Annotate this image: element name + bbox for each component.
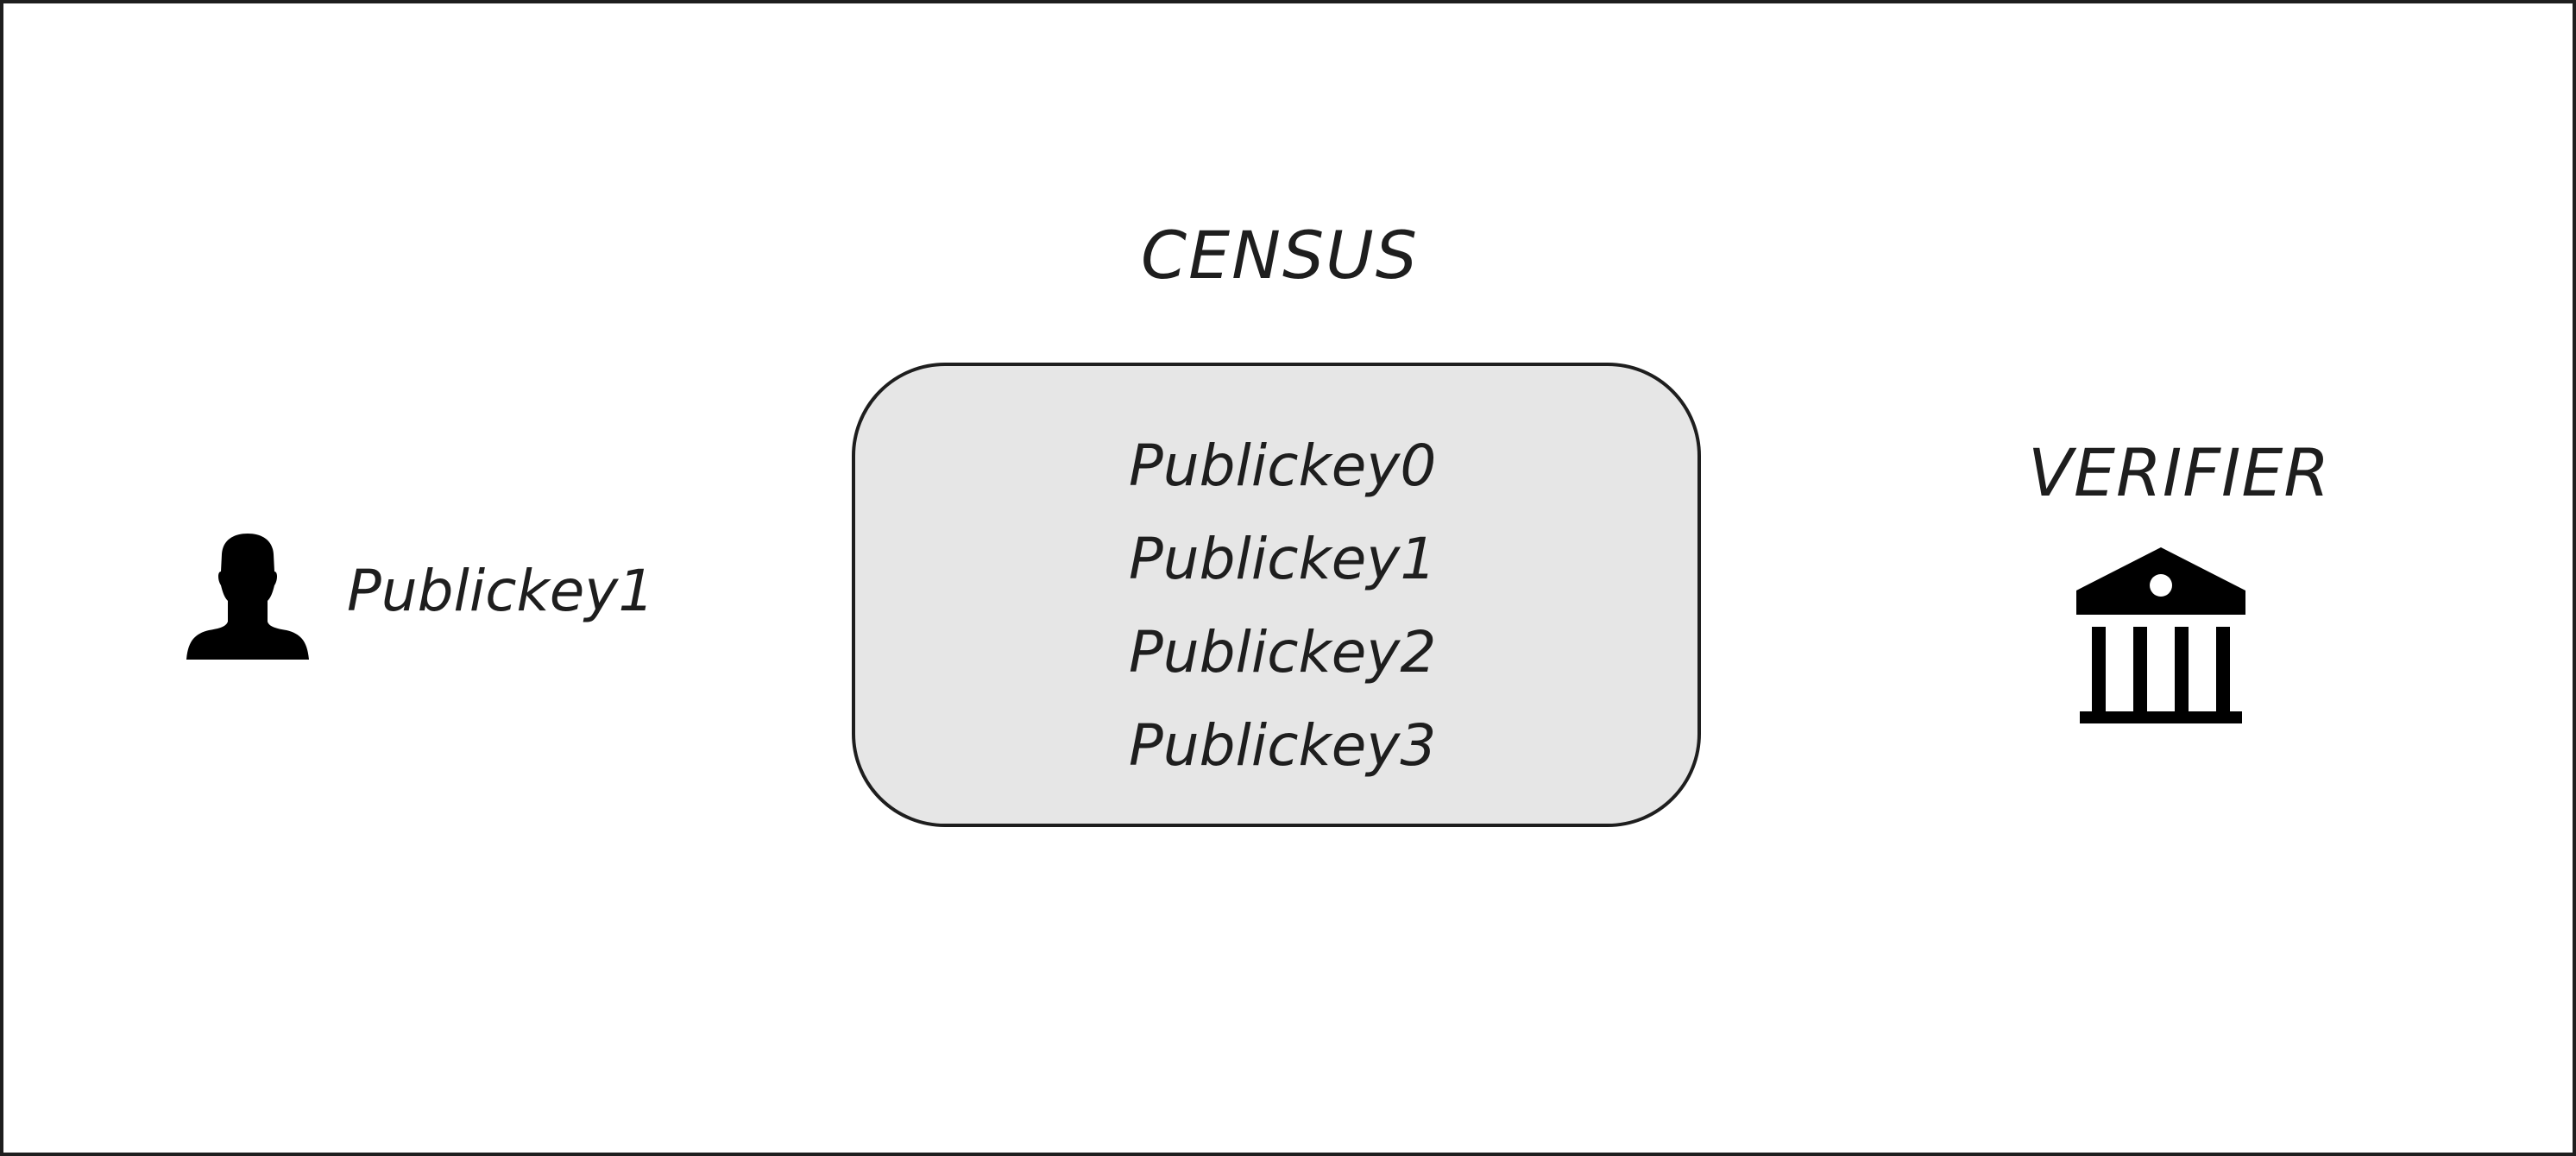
census-box [852, 363, 1701, 827]
census-entry: Publickey0 [1129, 433, 1437, 499]
census-entry: Publickey2 [1129, 619, 1437, 685]
census-title: CENSUS [1141, 217, 1420, 294]
bank-building-icon [2076, 547, 2245, 723]
census-key-list: Publickey0 Publickey1 Publickey2 Publick… [1129, 420, 1436, 793]
person-silhouette-icon [186, 534, 309, 660]
census-entry: Publickey1 [1129, 526, 1437, 592]
user-public-key-label: Publickey1 [347, 558, 655, 624]
census-entry: Publickey3 [1129, 712, 1437, 779]
verifier-title: VERIFIER [2028, 434, 2331, 511]
